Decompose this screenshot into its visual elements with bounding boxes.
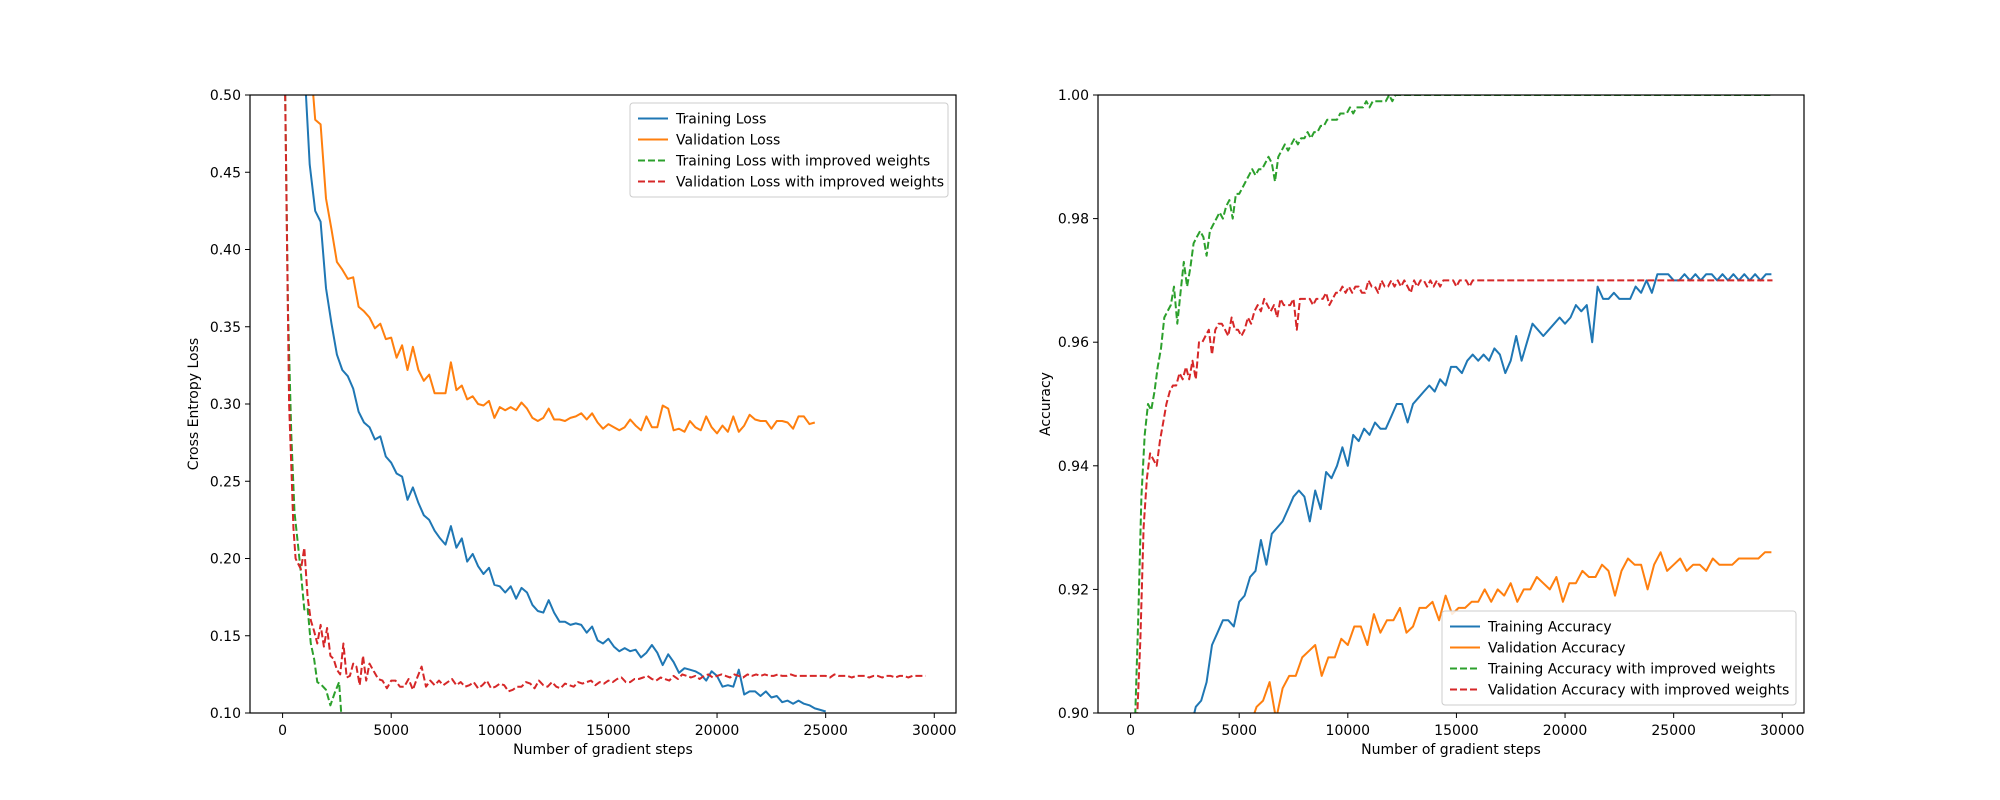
chart-panel-1: 0 5000 10000 15000 20000 25000 30000 0.10 0.15 0.…	[186, 88, 957, 758]
series-line-4	[1136, 279, 1773, 713]
y-tick-label: 0.35	[210, 320, 241, 336]
y-tick-label: 0.96	[1058, 335, 1089, 351]
y-tick-label: 0.94	[1058, 459, 1089, 475]
y-tick-label: 0.98	[1058, 212, 1089, 228]
x-tick-label: 15000	[586, 723, 631, 739]
x-tick-label: 0	[1126, 723, 1135, 739]
legend-box	[629, 102, 949, 198]
y-tick-label: 1.00	[1058, 88, 1089, 104]
series-line-4	[284, 95, 926, 693]
x-tick-label: 30000	[1760, 723, 1805, 739]
axes-frame	[1097, 94, 1805, 714]
x-tick-label: 20000	[695, 723, 740, 739]
y-axis-label: Cross Entropy Loss	[186, 338, 202, 470]
x-tick-label: 25000	[1651, 723, 1696, 739]
x-tick-label: 5000	[1221, 723, 1257, 739]
x-tick-label: 10000	[478, 723, 523, 739]
y-tick-label: 0.20	[210, 552, 241, 568]
legend-label: Validation Accuracy with improved weight…	[1488, 683, 1789, 699]
y-tick-label: 0.90	[1058, 706, 1089, 722]
legend-label: Training Loss with improved weights	[675, 154, 930, 170]
legend-label: Validation Accuracy	[1488, 641, 1626, 657]
y-tick-label: 0.15	[210, 629, 241, 645]
series-line-2	[312, 95, 816, 435]
legend-label: Training Accuracy with improved weights	[1487, 662, 1775, 678]
legend-label: Training Accuracy	[1487, 620, 1612, 636]
series-lines	[1134, 95, 1773, 713]
y-tick-label: 0.92	[1058, 582, 1089, 598]
legend: Training Accuracy Validation Accuracy Trai…	[1441, 610, 1797, 706]
series-line-3	[1134, 95, 1771, 713]
y-tick-label: 0.50	[210, 88, 241, 104]
chart-panel-2: 0 5000 10000 15000 20000 25000 30000 0.90 0.92 0.…	[1038, 88, 1805, 758]
legend-label: Training Loss	[675, 112, 766, 128]
x-tick-label: 25000	[803, 723, 848, 739]
legend-label: Validation Loss	[676, 133, 780, 149]
y-tick-label: 0.10	[210, 706, 241, 722]
x-axis-label: Number of gradient steps	[1361, 742, 1541, 758]
y-tick-label: 0.45	[210, 165, 241, 181]
y-tick-label: 0.25	[210, 474, 241, 490]
legend-box	[1441, 610, 1797, 706]
x-tick-label: 20000	[1543, 723, 1588, 739]
x-tick-label: 0	[278, 723, 287, 739]
x-tick-label: 15000	[1434, 723, 1479, 739]
series-lines	[284, 95, 926, 713]
x-tick-label: 30000	[912, 723, 957, 739]
legend: Training Loss Validation Loss Training Los…	[629, 102, 949, 198]
series-line-3	[284, 95, 343, 713]
y-axis-label: Accuracy	[1038, 372, 1054, 436]
x-tick-label: 10000	[1326, 723, 1371, 739]
y-tick-label: 0.40	[210, 243, 241, 259]
y-tick-label: 0.30	[210, 397, 241, 413]
series-line-1	[1193, 273, 1772, 713]
series-line-1	[304, 95, 826, 713]
legend-label: Validation Loss with improved weights	[676, 175, 944, 191]
x-axis-label: Number of gradient steps	[513, 742, 693, 758]
x-tick-label: 5000	[373, 723, 409, 739]
series-line-2	[1253, 551, 1772, 713]
